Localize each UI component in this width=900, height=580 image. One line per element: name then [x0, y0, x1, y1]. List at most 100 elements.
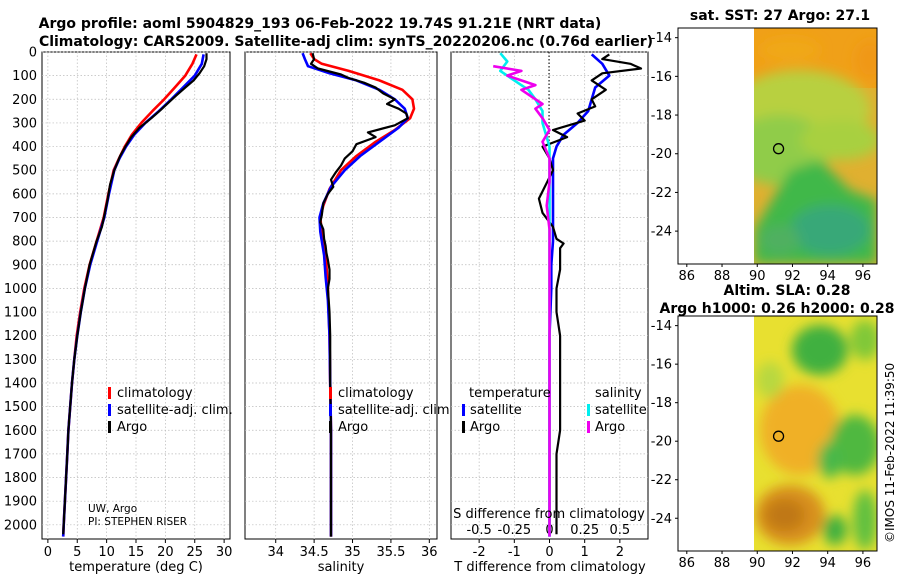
difference-legend: temperature satellite Argo salinity sate…: [462, 386, 647, 435]
x-tick-label: 10: [98, 545, 115, 560]
legend-swatch-climatology: [329, 387, 332, 399]
depth-tick-label: 1400: [4, 376, 37, 391]
profile-location-marker: [772, 143, 785, 155]
series-line-t-argo: [537, 53, 643, 535]
credit-line2: PI: STEPHEN RISER: [88, 516, 187, 528]
x-tick-label: 2: [616, 545, 624, 560]
x-tick-label: 34.5: [300, 545, 329, 560]
temperature-tick-labels: 0 5 10 15 20 25 30: [44, 539, 232, 560]
salinity-tick-labels: 34 34.5 35 35.5 36: [267, 539, 438, 560]
depth-tick-label: 200: [12, 93, 37, 108]
lat-tick-label: -16: [651, 358, 672, 373]
depth-tick-labels: 0 100 200 300 400 500 600 700 800 900 1000 1100 1200…: [4, 46, 37, 534]
depth-tick-label: 1100: [4, 306, 37, 321]
legend-swatch-climatology: [108, 387, 111, 399]
s-tick-label: -0.5: [466, 523, 491, 538]
depth-tick-label: 1300: [4, 353, 37, 368]
s-tick-label: 0.25: [570, 523, 599, 538]
lat-tick-label: -18: [651, 109, 672, 124]
legend-swatch-t-satellite: [462, 404, 465, 416]
lon-tick-label: 88: [714, 269, 731, 284]
lat-tick-label: -20: [651, 147, 672, 162]
legend-s-argo: Argo: [595, 420, 625, 435]
copyright-stamp: ©IMOS 11-Feb-2022 11:39:50: [883, 363, 897, 543]
depth-tick-label: 1200: [4, 329, 37, 344]
depth-tick-label: 100: [12, 69, 37, 84]
legend-swatch-s-satellite: [587, 404, 590, 416]
legend-satellite: satellite-adj. clim.: [338, 403, 454, 418]
legend-satellite: satellite-adj. clim.: [117, 403, 233, 418]
lon-tick-label: 90: [749, 269, 766, 284]
legend-swatch-argo: [329, 421, 332, 433]
series-line-s-argo: [492, 64, 551, 537]
depth-tick-label: 300: [12, 116, 37, 131]
x-tick-label: 5: [73, 545, 81, 560]
figure-title-line1: Argo profile: aoml 5904829_193 06-Feb-20…: [39, 16, 602, 32]
sst-lon-labels: 86 88 90 92 94 96: [679, 264, 871, 284]
depth-tick-label: 700: [12, 211, 37, 226]
x-tick-label: 35: [344, 545, 361, 560]
depth-tick-label: 1500: [4, 400, 37, 415]
depth-tick-label: 600: [12, 187, 37, 202]
legend-climatology: climatology: [117, 386, 193, 401]
lon-tick-label: 90: [749, 556, 766, 571]
series-line-argo: [62, 53, 208, 535]
x-tick-label: 36: [421, 545, 438, 560]
x-tick-label: 35.5: [376, 545, 405, 560]
sla-lon-labels: 86 88 90 92 94 96: [679, 551, 872, 571]
lat-tick-label: -24: [651, 225, 672, 240]
legend-swatch-s-argo: [587, 421, 590, 433]
lat-tick-label: -22: [651, 186, 672, 201]
series-line-argo: [309, 52, 409, 537]
t-diff-tick-labels: -2 -1 0 1 2: [473, 539, 624, 560]
lon-tick-label: 94: [819, 556, 836, 571]
x-tick-label: 25: [186, 545, 203, 560]
s-tick-label: -0.25: [498, 523, 532, 538]
x-tick-label: -2: [473, 545, 486, 560]
x-tick-label: 20: [157, 545, 174, 560]
depth-tick-label: 0: [29, 46, 37, 61]
x-tick-label: 15: [128, 545, 145, 560]
temperature-xlabel: temperature (deg C): [69, 560, 203, 575]
depth-tick-label: 900: [12, 258, 37, 273]
depth-tick-label: 500: [12, 164, 37, 179]
sla-map: Altim. SLA: 0.28 Argo h1000: 0.26 h2000:…: [651, 283, 895, 571]
lat-tick-label: -18: [651, 396, 672, 411]
lat-tick-label: -14: [651, 31, 672, 46]
legend-climatology: climatology: [338, 386, 414, 401]
lon-tick-label: 96: [855, 556, 872, 571]
profile-location-marker: [772, 430, 785, 442]
difference-panel: -2 -1 0 1 2 -0.5 -0.25 0 0.25 0.5 S difference f…: [450, 51, 649, 575]
sst-lat-labels: -14 -16 -18 -20 -22 -24: [651, 31, 678, 240]
depth-tick-label: 2000: [4, 518, 37, 533]
x-tick-label: -1: [508, 545, 521, 560]
depth-tick-label: 800: [12, 235, 37, 250]
salinity-lines: [301, 52, 416, 537]
legend-salinity-title: salinity: [595, 386, 642, 401]
sla-map-title-line1: Altim. SLA: 0.28: [723, 283, 850, 299]
legend-swatch-satellite: [329, 404, 332, 416]
lon-tick-label: 94: [819, 269, 836, 284]
lon-tick-label: 86: [679, 556, 696, 571]
lat-tick-label: -24: [651, 512, 672, 527]
salinity-panel: 34 34.5 35 35.5 36 salinity climatology sate…: [244, 51, 454, 575]
difference-lines: [492, 52, 643, 537]
s-tick-label: 0.5: [610, 523, 631, 538]
lat-tick-label: -20: [651, 435, 672, 450]
sst-map: sat. SST: 27 Argo: 27.1 -14-16-18-20-22-…: [651, 8, 878, 284]
lon-tick-label: 92: [784, 269, 801, 284]
lat-tick-label: -16: [651, 70, 672, 85]
legend-temperature-title: temperature: [469, 386, 551, 401]
legend-t-argo: Argo: [470, 420, 500, 435]
x-tick-label: 1: [581, 545, 589, 560]
credit-line1: UW, Argo: [88, 503, 137, 515]
depth-tick-label: 1000: [4, 282, 37, 297]
t-diff-xlabel: T difference from climatology: [453, 560, 646, 575]
depth-tick-label: 1700: [4, 447, 37, 462]
s-diff-xlabel: S difference from climatology: [453, 507, 645, 522]
legend-argo: Argo: [338, 420, 368, 435]
depth-tick-label: 1600: [4, 424, 37, 439]
x-tick-label: 0: [545, 545, 553, 560]
depth-tick-label: 1900: [4, 495, 37, 510]
